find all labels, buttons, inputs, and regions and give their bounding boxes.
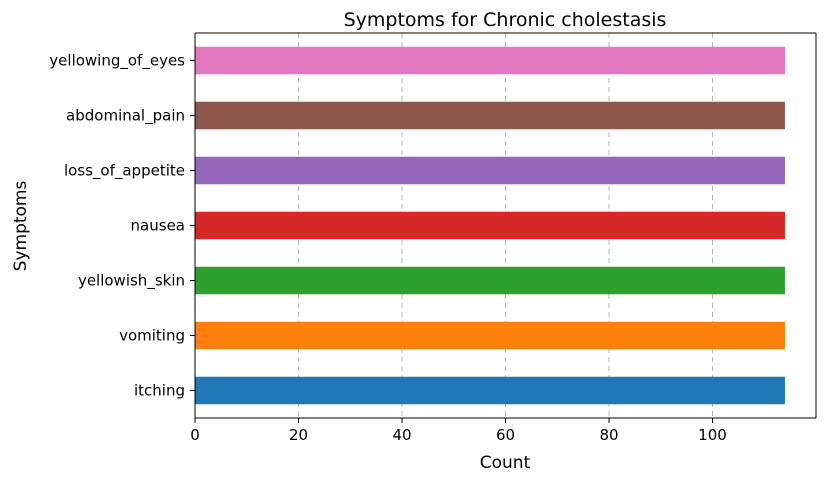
x-tick-label: 100 — [698, 426, 727, 444]
x-axis-label: Count — [480, 453, 531, 473]
chart-title: Symptoms for Chronic cholestasis — [344, 9, 667, 31]
y-tick-label: vomiting — [119, 327, 185, 345]
bar-nausea — [195, 211, 785, 240]
x-axis-ticks: 0 20 40 60 80 100 — [190, 418, 727, 444]
x-tick-label: 40 — [392, 426, 411, 444]
y-axis-label: Symptoms — [11, 181, 31, 272]
x-tick-label: 80 — [599, 426, 618, 444]
bars-group — [195, 46, 785, 405]
y-tick-label: itching — [134, 382, 185, 400]
x-tick-label: 60 — [496, 426, 515, 444]
y-tick-label: abdominal_pain — [66, 107, 185, 126]
y-tick-label: nausea — [131, 217, 185, 235]
bar-yellowing_of_eyes — [195, 46, 785, 75]
y-axis-ticks: itching vomiting yellowish_skin nausea loss_… — [49, 52, 195, 400]
y-tick-label: yellowing_of_eyes — [49, 52, 185, 71]
bar-yellowish_skin — [195, 266, 785, 295]
bar-loss_of_appetite — [195, 156, 785, 185]
y-tick-label: yellowish_skin — [78, 272, 185, 291]
bar-itching — [195, 376, 785, 405]
x-tick-label: 20 — [289, 426, 308, 444]
bar-vomiting — [195, 321, 785, 350]
y-tick-label: loss_of_appetite — [64, 162, 185, 181]
x-tick-label: 0 — [190, 426, 200, 444]
bar-abdominal_pain — [195, 101, 785, 130]
